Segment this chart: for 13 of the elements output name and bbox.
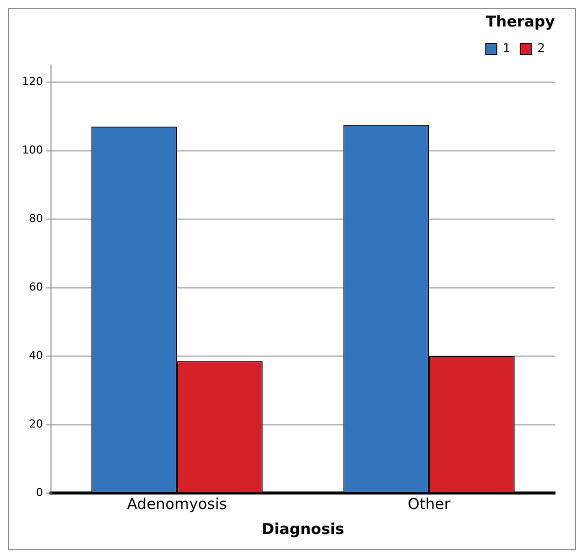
x-tick-label: Adenomyosis (127, 494, 228, 513)
y-tick-label: 120 (22, 74, 43, 88)
legend-label: 1 (502, 41, 510, 56)
y-tick-label: 40 (28, 348, 43, 362)
y-tick-label: 20 (28, 417, 43, 430)
legend-title: Therapy (486, 12, 556, 30)
legend-label: 2 (537, 41, 546, 56)
y-tick-label: 100 (22, 143, 43, 156)
y-tick-label: 0 (36, 486, 43, 499)
x-axis-title: Diagnosis (262, 520, 344, 538)
y-tick-label: 80 (28, 212, 43, 225)
x-tick-label: Other (408, 494, 452, 513)
y-tick-label: 60 (28, 280, 43, 294)
